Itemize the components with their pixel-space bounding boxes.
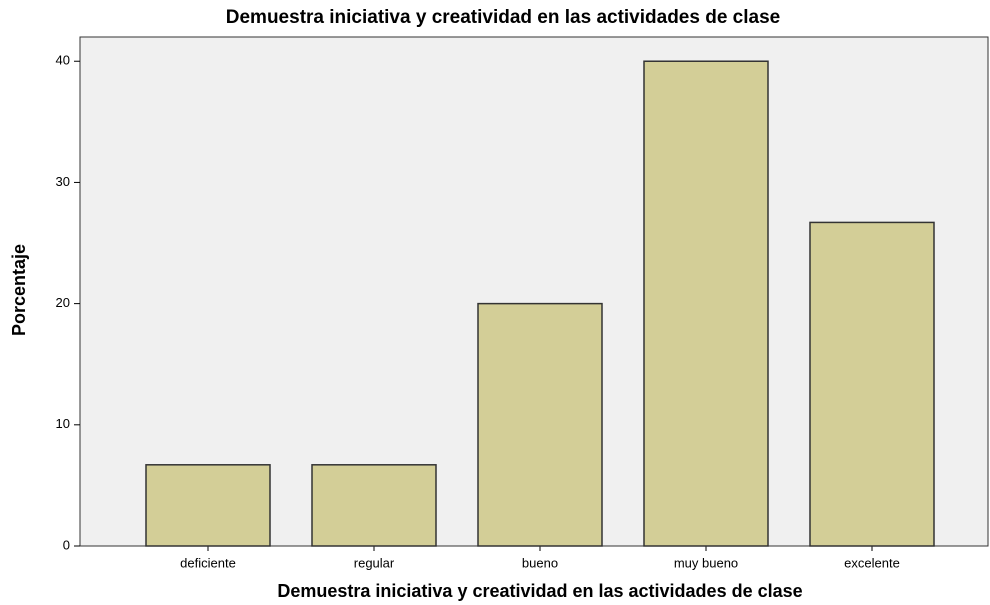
x-tick-label: deficiente bbox=[180, 555, 236, 570]
y-axis-label: Porcentaje bbox=[9, 244, 29, 336]
bar bbox=[311, 464, 437, 547]
y-tick-label: 10 bbox=[56, 416, 70, 431]
x-axis-label: Demuestra iniciativa y creatividad en la… bbox=[277, 581, 802, 601]
x-tick-label: regular bbox=[354, 555, 395, 570]
bar bbox=[809, 221, 935, 547]
bar bbox=[643, 60, 769, 547]
chart-title: Demuestra iniciativa y creatividad en la… bbox=[226, 7, 780, 28]
x-tick-label: bueno bbox=[522, 555, 558, 570]
y-tick-label: 30 bbox=[56, 174, 70, 189]
y-tick-label: 40 bbox=[56, 53, 70, 68]
y-tick-label: 20 bbox=[56, 295, 70, 310]
bar bbox=[145, 464, 271, 547]
bar bbox=[477, 302, 603, 547]
y-tick-label: 0 bbox=[63, 537, 70, 552]
x-tick-label: muy bueno bbox=[674, 555, 738, 570]
x-tick-label: excelente bbox=[844, 555, 900, 570]
